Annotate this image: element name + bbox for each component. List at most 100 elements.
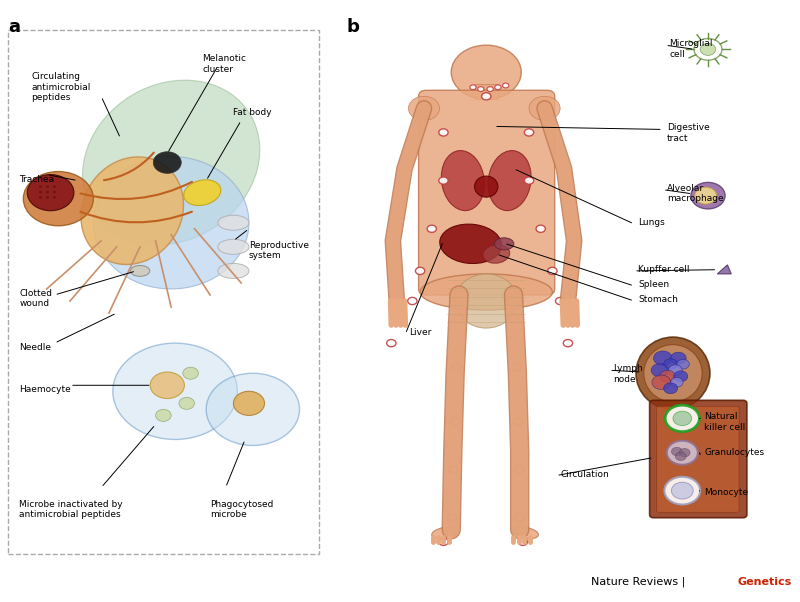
- Circle shape: [665, 477, 700, 504]
- Circle shape: [664, 383, 678, 394]
- Circle shape: [660, 370, 675, 382]
- Circle shape: [677, 359, 690, 369]
- Text: Lungs: Lungs: [638, 218, 665, 227]
- Ellipse shape: [94, 157, 249, 289]
- Circle shape: [438, 538, 448, 545]
- Text: Nature Reviews |: Nature Reviews |: [591, 577, 689, 587]
- Ellipse shape: [440, 224, 502, 264]
- Circle shape: [470, 85, 476, 90]
- Circle shape: [654, 351, 672, 365]
- Circle shape: [671, 447, 682, 456]
- Ellipse shape: [82, 80, 260, 245]
- Circle shape: [427, 225, 437, 232]
- Ellipse shape: [483, 245, 510, 263]
- Circle shape: [548, 267, 557, 275]
- Circle shape: [509, 315, 518, 323]
- Text: Stomach: Stomach: [638, 295, 678, 304]
- Circle shape: [53, 191, 56, 193]
- Circle shape: [674, 371, 688, 382]
- Text: Alveolar
macrophage: Alveolar macrophage: [666, 184, 723, 203]
- FancyBboxPatch shape: [657, 406, 739, 512]
- Circle shape: [23, 172, 94, 226]
- Text: Clotted
wound: Clotted wound: [19, 289, 53, 308]
- Ellipse shape: [474, 176, 498, 197]
- Circle shape: [514, 418, 523, 425]
- Text: Granulocytes: Granulocytes: [704, 448, 764, 458]
- Circle shape: [154, 152, 182, 173]
- Text: Fat body: Fat body: [234, 108, 272, 117]
- Circle shape: [46, 185, 49, 188]
- Circle shape: [567, 315, 577, 323]
- Text: a: a: [8, 18, 20, 36]
- Ellipse shape: [409, 96, 439, 120]
- FancyBboxPatch shape: [8, 30, 319, 554]
- Ellipse shape: [455, 274, 518, 328]
- Text: Needle: Needle: [19, 343, 51, 352]
- Circle shape: [670, 352, 686, 364]
- Circle shape: [495, 85, 501, 90]
- Ellipse shape: [644, 344, 702, 402]
- Ellipse shape: [636, 337, 710, 409]
- Circle shape: [39, 191, 42, 193]
- Ellipse shape: [432, 527, 458, 539]
- Circle shape: [668, 365, 682, 376]
- Text: Liver: Liver: [410, 328, 431, 337]
- Circle shape: [451, 45, 522, 99]
- Circle shape: [671, 482, 693, 499]
- Circle shape: [691, 182, 725, 209]
- Circle shape: [524, 129, 534, 136]
- Circle shape: [183, 367, 198, 379]
- Circle shape: [438, 129, 448, 136]
- Circle shape: [665, 405, 699, 432]
- Text: Microglial
cell: Microglial cell: [669, 39, 713, 58]
- Circle shape: [675, 452, 686, 461]
- Circle shape: [518, 538, 527, 545]
- FancyBboxPatch shape: [418, 90, 554, 295]
- Circle shape: [46, 196, 49, 199]
- Circle shape: [386, 340, 396, 347]
- Polygon shape: [718, 265, 731, 274]
- Text: Kupffer cell: Kupffer cell: [638, 265, 690, 274]
- Text: Lymph
node: Lymph node: [613, 364, 643, 383]
- Circle shape: [449, 466, 458, 473]
- Circle shape: [512, 364, 522, 371]
- Circle shape: [666, 441, 698, 465]
- Circle shape: [515, 514, 524, 521]
- Circle shape: [415, 267, 425, 275]
- Text: Spleen: Spleen: [638, 280, 669, 289]
- Circle shape: [408, 297, 417, 305]
- Circle shape: [454, 315, 464, 323]
- Ellipse shape: [512, 527, 538, 539]
- Circle shape: [536, 225, 546, 232]
- Circle shape: [673, 411, 692, 426]
- Circle shape: [482, 93, 491, 100]
- Ellipse shape: [494, 238, 514, 250]
- Text: Melanotic
cluster: Melanotic cluster: [202, 54, 246, 73]
- Circle shape: [694, 187, 717, 204]
- Circle shape: [39, 196, 42, 199]
- Circle shape: [502, 83, 509, 88]
- Text: Circulating
antimicrobial
peptides: Circulating antimicrobial peptides: [31, 72, 90, 102]
- Circle shape: [694, 39, 722, 60]
- Circle shape: [651, 364, 668, 377]
- Circle shape: [392, 315, 402, 323]
- Circle shape: [452, 364, 462, 371]
- Text: Natural
killer cell: Natural killer cell: [704, 412, 746, 432]
- Text: Monocyte: Monocyte: [704, 488, 748, 497]
- Ellipse shape: [218, 239, 249, 254]
- Circle shape: [555, 297, 565, 305]
- Circle shape: [487, 87, 494, 92]
- Ellipse shape: [81, 157, 183, 264]
- Text: Digestive
tract: Digestive tract: [666, 123, 710, 143]
- Circle shape: [113, 343, 238, 439]
- Text: Circulation: Circulation: [560, 470, 609, 479]
- Circle shape: [450, 418, 460, 425]
- Ellipse shape: [442, 150, 485, 211]
- Text: b: b: [346, 18, 359, 36]
- Circle shape: [46, 191, 49, 193]
- Circle shape: [563, 340, 573, 347]
- Circle shape: [652, 375, 670, 389]
- Circle shape: [234, 391, 265, 415]
- Ellipse shape: [184, 180, 221, 205]
- Ellipse shape: [218, 264, 249, 278]
